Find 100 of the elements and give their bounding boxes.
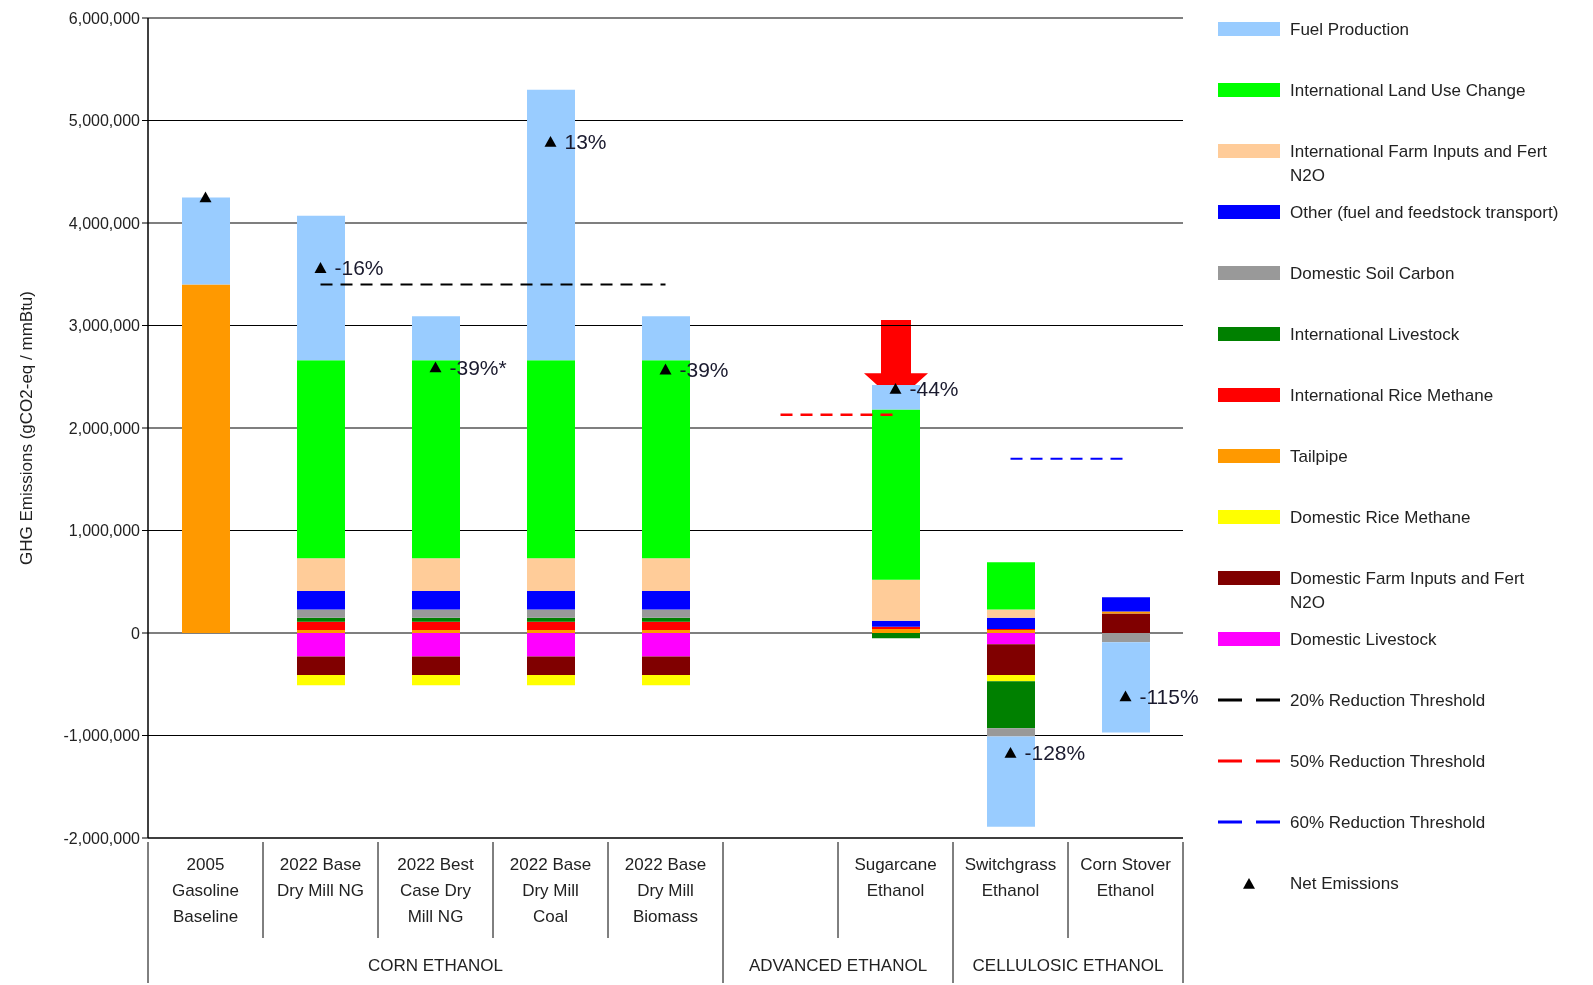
point [659, 363, 672, 375]
y-tick-label: 2,000,000 [68, 419, 141, 437]
legend-label: Domestic Livestock [1290, 629, 1438, 651]
bar [872, 620, 920, 627]
bar [527, 633, 575, 657]
legend-label: Domestic Soil Carbon [1290, 263, 1456, 285]
legend-label: 50% Reduction Threshold [1290, 751, 1487, 773]
bar [642, 621, 690, 630]
bar [987, 617, 1035, 629]
legend-label: Fuel Production [1290, 19, 1411, 41]
point [544, 136, 557, 147]
annotation: -115% [1139, 684, 1199, 708]
bar [297, 617, 345, 622]
bar [987, 609, 1035, 618]
y-tick-label: 4,000,000 [68, 214, 141, 232]
legend-label: Domestic Rice Methane [1290, 507, 1472, 529]
x-tick-label: Sugarcane Ethanol [854, 855, 937, 900]
legend-label: Other (fuel and feedstock transport) [1290, 202, 1560, 224]
bar [1102, 613, 1150, 633]
bar [1102, 611, 1150, 614]
bar [297, 558, 345, 591]
annotation: -128% [1024, 740, 1086, 764]
bar [182, 197, 230, 285]
bar [987, 562, 1035, 610]
bar [527, 629, 575, 633]
bar [987, 675, 1035, 682]
y-axis-title: GHG Emissions (gCO2-eq / mmBtu) [17, 291, 37, 565]
bar [1102, 633, 1150, 643]
bar [297, 629, 345, 633]
y-tick-label: 3,000,000 [68, 317, 141, 335]
x-tick-label: 2022 Base Dry Mill Biomass [624, 855, 707, 926]
x-tick-label: 2005 Gasoline Baseline [171, 855, 240, 926]
bar [642, 675, 690, 686]
x-tick-label: 2022 Base Dry Mill Coal [509, 855, 592, 926]
bar [642, 617, 690, 622]
bar [527, 590, 575, 610]
legend-label: International Farm Inputs and Fert N2O [1290, 141, 1549, 187]
bar [642, 629, 690, 633]
bar [642, 558, 690, 591]
x-tick-label: 2022 Base Dry Mill NG [277, 855, 364, 900]
bar [872, 626, 920, 629]
legend-label: International Rice Methane [1290, 385, 1495, 407]
bar [412, 558, 460, 591]
legend-label: International Livestock [1290, 324, 1461, 346]
y-tick-label: 0 [131, 624, 141, 642]
legend-label: Tailpipe [1290, 446, 1349, 468]
legend-label: Net Emissions [1290, 873, 1400, 895]
bar [297, 360, 345, 559]
y-tick-label: -2,000,000 [63, 829, 141, 847]
bar [412, 590, 460, 610]
x-tick-label: Corn Stover Ethanol [1080, 855, 1172, 900]
bar [642, 633, 690, 657]
legend-label: International Land Use Change [1290, 80, 1527, 102]
bar [872, 628, 920, 633]
bar [642, 590, 690, 610]
point [199, 191, 212, 203]
bar [412, 629, 460, 633]
bar [872, 579, 920, 621]
bar [412, 675, 460, 686]
annotation: 13% [564, 130, 607, 154]
legend-label: Domestic Farm Inputs and Fert N2O [1290, 568, 1526, 614]
bar [182, 284, 230, 633]
bar [297, 656, 345, 676]
bar [642, 316, 690, 361]
bar [412, 609, 460, 618]
text: ADVANCED ETHANOL [748, 956, 928, 975]
bar [872, 409, 920, 580]
y-tick-label: 6,000,000 [68, 9, 141, 27]
bar [297, 621, 345, 630]
bar [527, 360, 575, 559]
point [889, 383, 902, 394]
bar [412, 621, 460, 630]
bar [987, 728, 1035, 737]
bar [872, 633, 920, 639]
x-tick-label: Switchgrass Ethanol [964, 855, 1057, 900]
x-tick-label: 2022 Best Case Dry Mill NG [397, 855, 475, 926]
bar [297, 609, 345, 618]
annotation: -16% [334, 256, 384, 280]
bar [527, 621, 575, 630]
point [1004, 746, 1017, 758]
y-tick-label: -1,000,000 [63, 727, 141, 745]
legend-label: 20% Reduction Threshold [1290, 690, 1487, 712]
point [1119, 690, 1132, 702]
bar [412, 316, 460, 361]
y-tick-label: 1,000,000 [68, 522, 141, 540]
bar [642, 609, 690, 618]
bar [527, 656, 575, 676]
y-tick-label: 5,000,000 [68, 112, 141, 130]
bar [412, 656, 460, 676]
legend-label: 60% Reduction Threshold [1290, 812, 1487, 834]
bar [527, 617, 575, 622]
text: CORN ETHANOL [367, 956, 504, 975]
bar [987, 681, 1035, 729]
bar [297, 675, 345, 686]
bar [412, 617, 460, 622]
bar [412, 633, 460, 657]
bar [527, 609, 575, 618]
point [429, 361, 442, 373]
bar [527, 675, 575, 686]
bar [297, 633, 345, 657]
